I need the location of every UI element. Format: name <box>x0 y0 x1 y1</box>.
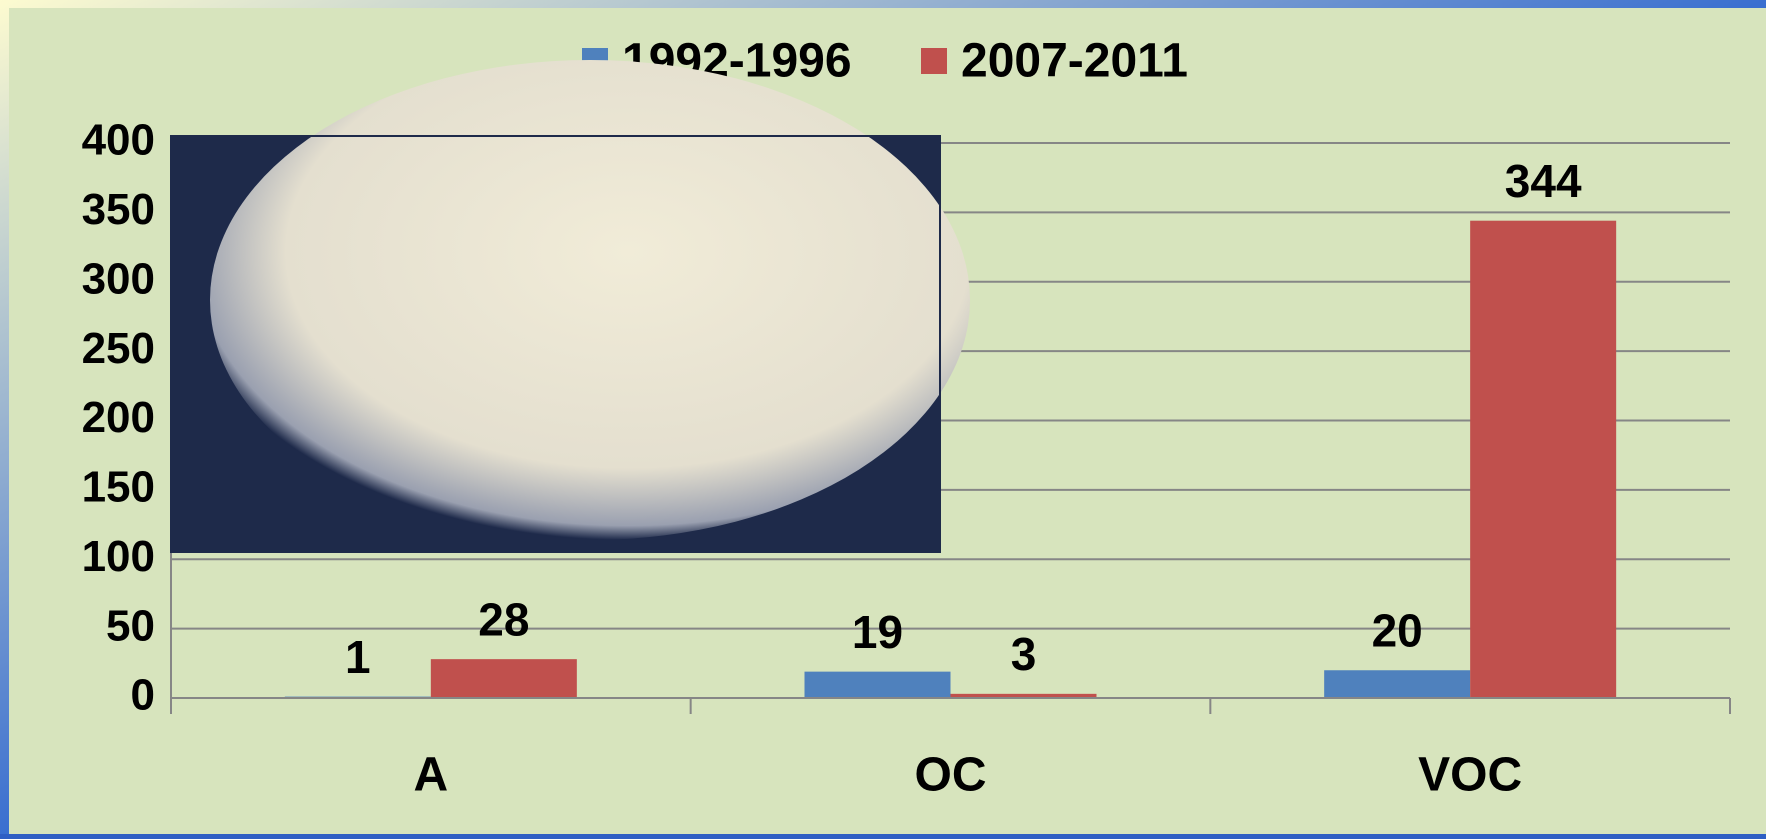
legend-swatch <box>921 48 947 74</box>
data-label: 20 <box>1372 604 1423 656</box>
rice-photo <box>170 60 970 553</box>
y-tick-label: 50 <box>106 601 155 650</box>
bar <box>804 671 951 698</box>
y-tick-label: 400 <box>82 116 155 165</box>
y-tick-label: 150 <box>82 463 155 512</box>
y-tick-label: 0 <box>131 671 155 720</box>
y-tick-label: 100 <box>82 532 155 581</box>
data-label: 344 <box>1505 155 1582 207</box>
rice-pile <box>210 60 970 540</box>
data-label: 28 <box>478 593 529 645</box>
x-tick-label: OC <box>915 749 987 802</box>
data-label: 19 <box>852 606 903 658</box>
bar <box>1470 220 1617 698</box>
y-tick-label: 200 <box>82 393 155 442</box>
y-tick-label: 300 <box>82 254 155 303</box>
photo-frame <box>170 135 941 553</box>
bar <box>950 693 1097 698</box>
data-label: 3 <box>1011 628 1037 680</box>
y-tick-label: 350 <box>82 185 155 234</box>
bar <box>430 659 577 698</box>
y-tick-label: 250 <box>82 324 155 373</box>
x-tick-label: VOC <box>1418 749 1522 802</box>
data-label: 1 <box>345 631 371 683</box>
x-tick-label: A <box>413 749 448 802</box>
legend-label: 2007-2011 <box>961 35 1188 88</box>
bar <box>1324 670 1471 698</box>
marks: A 1 28 OC 19 3 VOC 20 344 <box>171 155 1730 802</box>
